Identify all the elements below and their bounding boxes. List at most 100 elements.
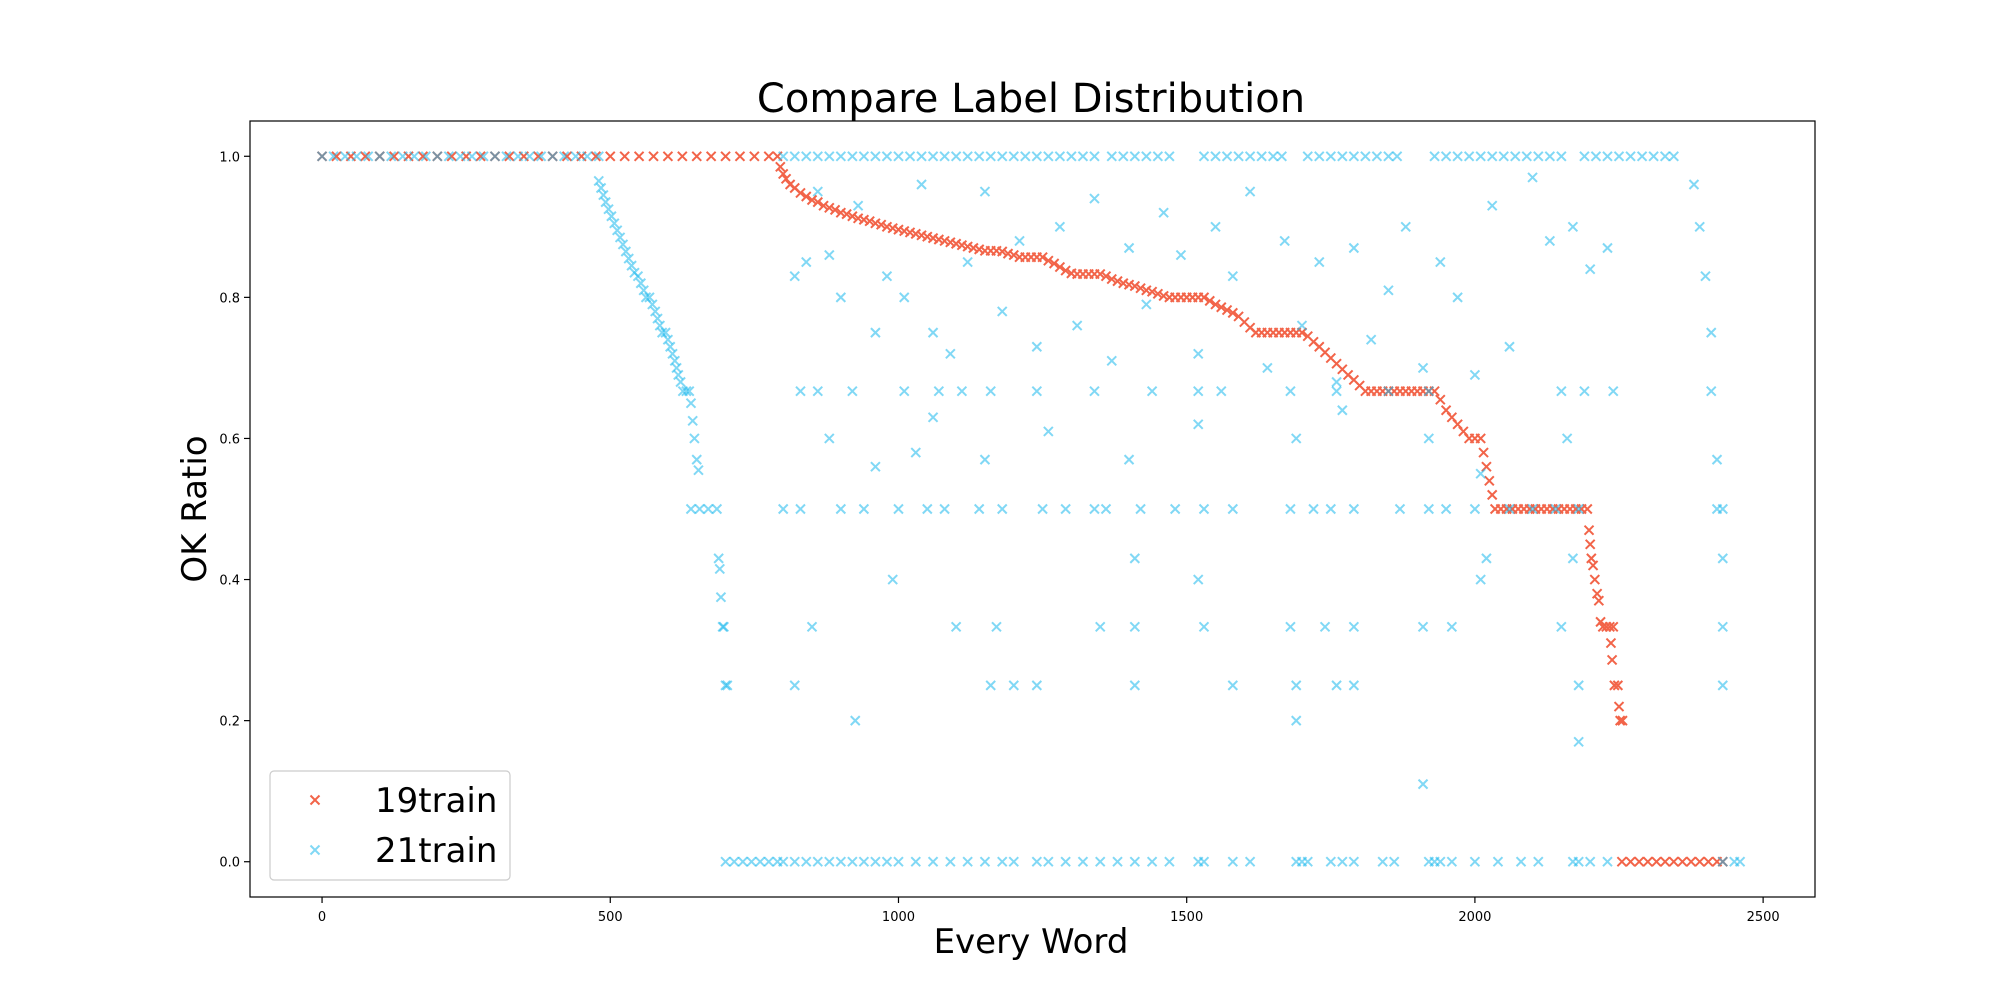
point-21train xyxy=(1095,856,1106,867)
point-21train xyxy=(1077,856,1089,867)
point-19train xyxy=(561,151,573,162)
point-21train xyxy=(1100,503,1112,515)
y-tick-label: 1.0 xyxy=(219,150,240,165)
point-21train xyxy=(714,563,725,575)
point-19train xyxy=(1617,715,1628,726)
point-21train xyxy=(777,856,789,867)
point-19train xyxy=(1605,637,1617,649)
point-21train xyxy=(1031,385,1043,397)
point-21train xyxy=(1602,242,1613,254)
point-21train xyxy=(1446,621,1458,633)
point-21train xyxy=(1285,503,1296,515)
point-19train xyxy=(1583,524,1595,536)
point-21train xyxy=(777,503,789,515)
point-21train xyxy=(1348,151,1360,162)
point-21train xyxy=(1579,385,1590,397)
point-21train xyxy=(916,179,927,190)
point-21train xyxy=(945,348,956,360)
point-21train xyxy=(623,253,634,264)
point-21train xyxy=(1429,151,1440,162)
point-21train xyxy=(801,856,812,867)
point-19train xyxy=(1100,270,1112,282)
point-19train xyxy=(331,151,342,162)
point-21train xyxy=(1567,553,1579,564)
point-21train xyxy=(801,256,812,268)
point-21train xyxy=(1694,221,1705,233)
point-21train xyxy=(1043,151,1054,162)
point-19train xyxy=(801,191,812,202)
point-21train xyxy=(1158,207,1169,218)
point-21train xyxy=(1302,856,1313,867)
point-21train xyxy=(1020,151,1031,162)
point-21train xyxy=(1291,433,1302,444)
point-21train xyxy=(1533,856,1544,867)
point-21train xyxy=(598,189,609,201)
point-21train xyxy=(1089,193,1100,204)
point-21train xyxy=(1077,151,1089,162)
point-21train xyxy=(722,680,733,691)
point-21train xyxy=(1544,235,1556,247)
legend-box xyxy=(269,770,511,881)
point-21train xyxy=(950,621,962,633)
point-21train xyxy=(1256,151,1267,162)
point-21train xyxy=(899,292,910,303)
point-21train xyxy=(1504,341,1515,352)
point-21train xyxy=(374,151,385,162)
point-21train xyxy=(1348,503,1360,515)
point-21train xyxy=(512,151,524,162)
point-21train xyxy=(691,454,702,465)
point-21train xyxy=(1008,856,1019,867)
point-21train xyxy=(665,341,676,352)
point-21train xyxy=(1668,151,1679,162)
point-21train xyxy=(1481,553,1492,564)
point-21train xyxy=(737,856,749,867)
point-19train xyxy=(1614,715,1626,726)
point-21train xyxy=(870,856,881,867)
point-19train xyxy=(1642,856,1654,867)
point-21train xyxy=(1527,503,1538,515)
point-21train xyxy=(606,211,617,222)
point-21train xyxy=(1446,856,1458,867)
y-tick-label: 0.0 xyxy=(219,856,240,871)
point-19train xyxy=(875,219,887,230)
point-21train xyxy=(1440,151,1452,162)
point-21train xyxy=(812,186,823,197)
point-21train xyxy=(595,182,607,194)
point-21train xyxy=(455,151,466,162)
point-19train xyxy=(847,211,858,222)
point-21train xyxy=(1054,221,1066,233)
y-tick-label: 0.4 xyxy=(219,574,240,589)
point-21train xyxy=(1717,856,1728,867)
point-19train xyxy=(1008,249,1019,261)
point-21train xyxy=(1129,151,1141,162)
point-21train xyxy=(409,151,420,162)
point-21train xyxy=(673,369,684,381)
point-21train xyxy=(1014,235,1025,247)
point-21train xyxy=(881,151,893,162)
point-21train xyxy=(789,151,800,162)
point-19train xyxy=(1484,475,1495,486)
point-21train xyxy=(1267,151,1279,162)
x-tick-label: 0 xyxy=(318,910,326,925)
point-21train xyxy=(1198,503,1210,515)
point-19train xyxy=(824,202,835,213)
point-21train xyxy=(685,397,697,409)
point-21train xyxy=(824,433,835,444)
point-21train xyxy=(1573,856,1584,867)
point-19train xyxy=(619,151,630,162)
point-21train xyxy=(1717,621,1728,633)
point-21train xyxy=(1383,385,1394,397)
point-21train xyxy=(1008,680,1019,691)
point-19train xyxy=(864,215,875,227)
point-21train xyxy=(1169,503,1181,515)
point-21train xyxy=(1463,151,1475,162)
point-21train xyxy=(620,246,632,257)
point-21train xyxy=(962,151,973,162)
point-21train xyxy=(713,553,724,564)
point-21train xyxy=(1193,419,1204,430)
point-19train xyxy=(1606,654,1618,666)
point-21train xyxy=(835,503,847,515)
point-19train xyxy=(1587,560,1599,571)
point-19train xyxy=(446,151,457,162)
point-21train xyxy=(386,151,397,162)
